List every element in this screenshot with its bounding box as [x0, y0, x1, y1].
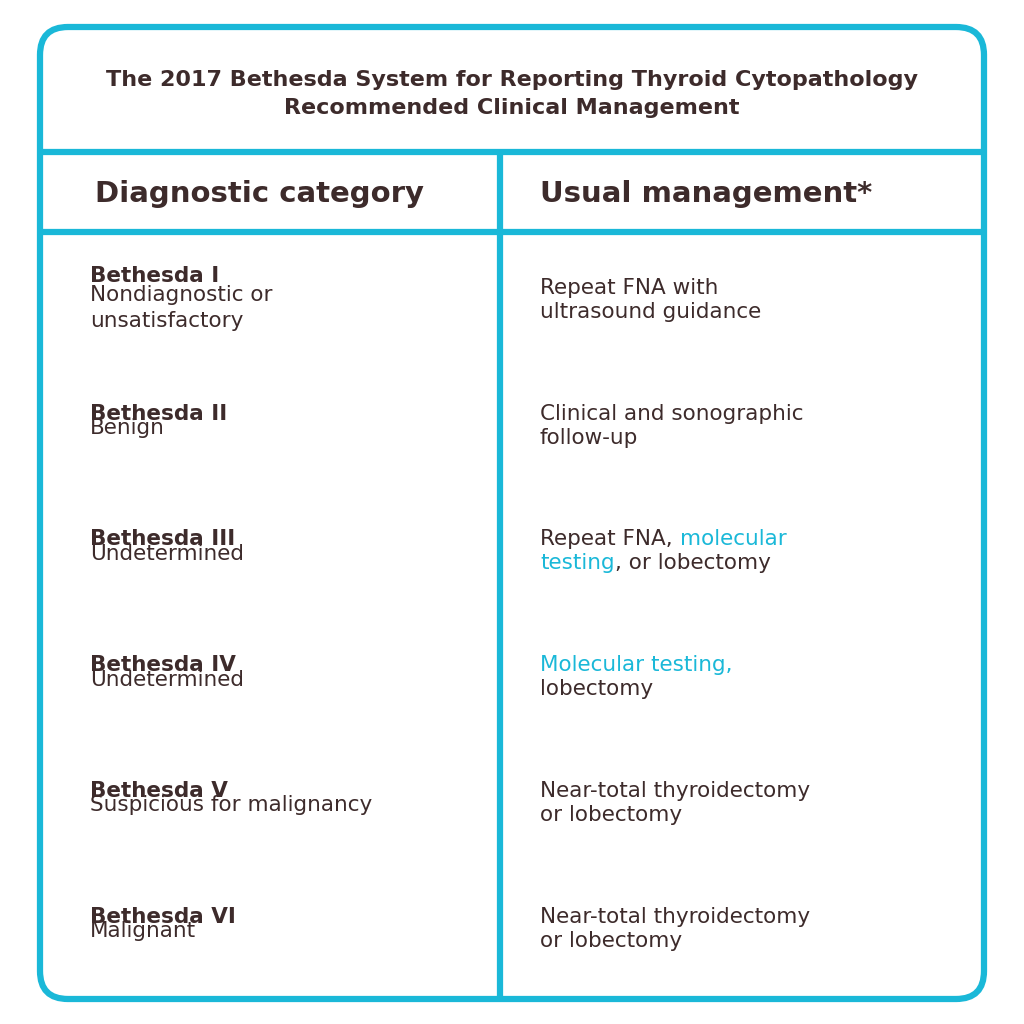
- Text: Repeat FNA,: Repeat FNA,: [540, 529, 680, 550]
- Text: Usual management*: Usual management*: [540, 180, 872, 208]
- Text: follow-up: follow-up: [540, 428, 638, 447]
- Text: Molecular testing,: Molecular testing,: [540, 655, 732, 675]
- Text: Repeat FNA with: Repeat FNA with: [540, 278, 719, 298]
- Text: Suspicious for malignancy: Suspicious for malignancy: [90, 796, 373, 815]
- Text: The 2017 Bethesda System for Reporting Thyroid Cytopathology
Recommended Clinica: The 2017 Bethesda System for Reporting T…: [106, 70, 918, 118]
- Text: Malignant: Malignant: [90, 922, 197, 941]
- Text: or lobectomy: or lobectomy: [540, 931, 682, 951]
- Text: or lobectomy: or lobectomy: [540, 805, 682, 825]
- Text: lobectomy: lobectomy: [540, 679, 653, 699]
- Text: Undetermined: Undetermined: [90, 670, 244, 689]
- Text: Bethesda I: Bethesda I: [90, 265, 219, 286]
- Text: Undetermined: Undetermined: [90, 544, 244, 564]
- FancyBboxPatch shape: [40, 27, 984, 999]
- Text: Near-total thyroidectomy: Near-total thyroidectomy: [540, 907, 810, 927]
- Text: testing: testing: [540, 553, 614, 573]
- Text: Bethesda V: Bethesda V: [90, 781, 228, 801]
- Text: molecular: molecular: [680, 529, 786, 550]
- Text: Benign: Benign: [90, 418, 165, 438]
- Text: ultrasound guidance: ultrasound guidance: [540, 302, 761, 322]
- Text: Bethesda VI: Bethesda VI: [90, 907, 236, 927]
- Text: Clinical and sonographic: Clinical and sonographic: [540, 403, 804, 424]
- Text: Near-total thyroidectomy: Near-total thyroidectomy: [540, 781, 810, 801]
- Text: Bethesda II: Bethesda II: [90, 403, 227, 424]
- Text: Bethesda III: Bethesda III: [90, 529, 236, 550]
- Text: , or lobectomy: , or lobectomy: [614, 553, 770, 573]
- Text: Diagnostic category: Diagnostic category: [95, 180, 424, 208]
- Text: Bethesda IV: Bethesda IV: [90, 655, 236, 675]
- Text: Nondiagnostic or
unsatisfactory: Nondiagnostic or unsatisfactory: [90, 285, 272, 332]
